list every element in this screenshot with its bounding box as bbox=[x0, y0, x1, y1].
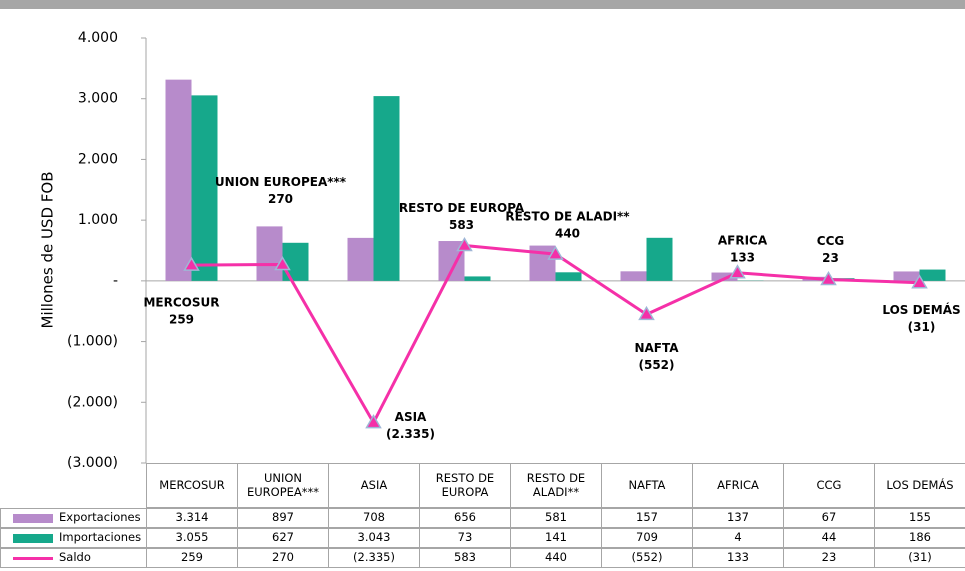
annotation-value: 259 bbox=[169, 313, 194, 327]
bar bbox=[191, 95, 218, 281]
saldo-marker bbox=[729, 264, 746, 279]
saldo-marker bbox=[456, 236, 473, 252]
table-value: 157 bbox=[601, 508, 693, 528]
legend-cell: Saldo bbox=[0, 548, 147, 568]
bar bbox=[893, 271, 920, 281]
bar bbox=[165, 79, 192, 281]
y-tick-label: (2.000) bbox=[67, 394, 118, 410]
table-value: 4 bbox=[692, 528, 784, 548]
table-value: 581 bbox=[510, 508, 602, 528]
table-header: RESTO DE ALADI** bbox=[510, 463, 602, 508]
legend-swatch bbox=[13, 513, 53, 523]
table-value: 3.055 bbox=[146, 528, 238, 548]
legend-label: Saldo bbox=[59, 550, 91, 565]
table-value: (31) bbox=[874, 548, 965, 568]
table-value: 708 bbox=[328, 508, 420, 528]
annotation-value: 583 bbox=[449, 218, 474, 232]
legend-swatch bbox=[13, 533, 53, 543]
bar bbox=[711, 272, 738, 281]
table-value: 44 bbox=[783, 528, 875, 548]
bar bbox=[464, 276, 491, 281]
bar bbox=[919, 269, 946, 281]
legend-cell: Importaciones bbox=[0, 528, 147, 548]
table-value: 583 bbox=[419, 548, 511, 568]
annotation-name: LOS DEMÁS bbox=[882, 302, 960, 317]
table-value: (552) bbox=[601, 548, 693, 568]
bar bbox=[373, 96, 400, 281]
annotation-name: AFRICA bbox=[718, 233, 768, 247]
table-value: 137 bbox=[692, 508, 784, 528]
top-bar bbox=[0, 0, 965, 9]
table-value: 656 bbox=[419, 508, 511, 528]
annotation-value: 440 bbox=[555, 227, 580, 241]
legend-swatch bbox=[13, 556, 53, 560]
annotation-value: (552) bbox=[638, 358, 674, 372]
table-value: 3.314 bbox=[146, 508, 238, 528]
saldo-marker bbox=[911, 274, 928, 289]
table-header: CCG bbox=[783, 463, 875, 508]
annotation-value: (2.335) bbox=[386, 427, 435, 441]
y-tick-label: 2.000 bbox=[78, 151, 118, 167]
annotation-name: MERCOSUR bbox=[143, 296, 219, 310]
legend-label: Importaciones bbox=[59, 530, 142, 545]
saldo-marker bbox=[183, 256, 200, 271]
table-value: 627 bbox=[237, 528, 329, 548]
y-tick-label: 3.000 bbox=[78, 91, 118, 107]
table-header: AFRICA bbox=[692, 463, 784, 508]
annotation-name: RESTO DE ALADI** bbox=[505, 210, 630, 224]
annotation-value: 133 bbox=[730, 250, 755, 264]
table-value: 259 bbox=[146, 548, 238, 568]
annotation-name: CCG bbox=[817, 234, 844, 248]
legend-cell: Exportaciones bbox=[0, 508, 147, 528]
bar bbox=[256, 226, 283, 281]
y-tick-label: 4.000 bbox=[78, 30, 118, 46]
y-tick-label: 1.000 bbox=[78, 212, 118, 228]
saldo-marker bbox=[638, 305, 655, 321]
saldo-marker bbox=[820, 270, 837, 286]
table-value: 186 bbox=[874, 528, 965, 548]
y-axis-title: Millones de USD FOB bbox=[39, 171, 57, 328]
table-value: 3.043 bbox=[328, 528, 420, 548]
table-value: 440 bbox=[510, 548, 602, 568]
table-value: 897 bbox=[237, 508, 329, 528]
table-value: 23 bbox=[783, 548, 875, 568]
table-header: NAFTA bbox=[601, 463, 693, 508]
saldo-marker bbox=[274, 255, 291, 271]
y-tick-label: - bbox=[113, 273, 118, 289]
annotation-value: 23 bbox=[822, 251, 839, 265]
annotation-name: RESTO DE EUROPA bbox=[399, 201, 525, 215]
bar bbox=[620, 271, 647, 281]
bar bbox=[347, 237, 374, 281]
saldo-marker bbox=[365, 414, 382, 429]
table-value: (2.335) bbox=[328, 548, 420, 568]
table-value: 67 bbox=[783, 508, 875, 528]
table-header: ASIA bbox=[328, 463, 420, 508]
table-header: RESTO DE EUROPA bbox=[419, 463, 511, 508]
table-value: 709 bbox=[601, 528, 693, 548]
table-header: LOS DEMÁS bbox=[874, 463, 965, 508]
table-value: 155 bbox=[874, 508, 965, 528]
table-value: 141 bbox=[510, 528, 602, 548]
table-value: 270 bbox=[237, 548, 329, 568]
bar bbox=[282, 242, 309, 281]
table-value: 133 bbox=[692, 548, 784, 568]
table-header: UNION EUROPEA*** bbox=[237, 463, 329, 508]
table-value: 73 bbox=[419, 528, 511, 548]
y-tick-label: (1.000) bbox=[67, 334, 118, 350]
bar bbox=[646, 237, 673, 281]
annotation-value: 270 bbox=[268, 192, 293, 206]
bar bbox=[555, 272, 582, 281]
saldo-marker bbox=[547, 245, 564, 260]
y-tick-label: (3.000) bbox=[67, 455, 118, 471]
annotation-name: ASIA bbox=[395, 410, 427, 424]
table-header: MERCOSUR bbox=[146, 463, 238, 508]
annotation-name: NAFTA bbox=[634, 341, 679, 355]
annotation-value: (31) bbox=[908, 320, 936, 334]
legend-label: Exportaciones bbox=[59, 510, 141, 525]
annotation-name: UNION EUROPEA*** bbox=[215, 175, 347, 189]
